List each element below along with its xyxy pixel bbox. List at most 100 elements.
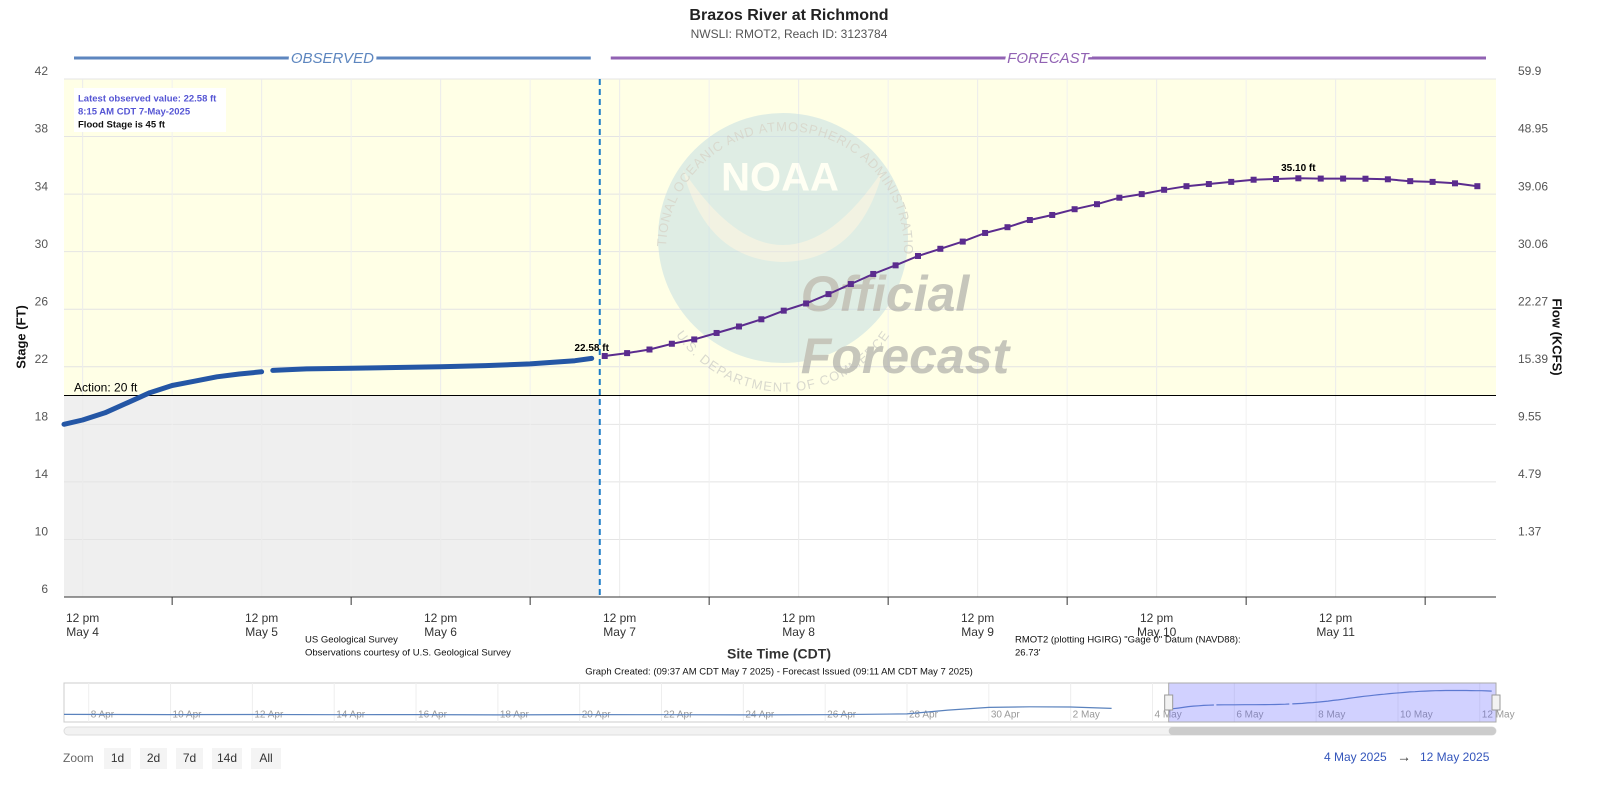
y2-tick-label: 22.27 [1518, 294, 1548, 308]
x-tick-label: 12 pm [961, 611, 994, 625]
forecast-marker [1384, 176, 1391, 183]
watermark-logo: NOAA [721, 156, 839, 200]
x-axis-title: Site Time (CDT) [727, 646, 831, 662]
forecast-marker [1340, 175, 1347, 182]
x-tick-label: 12 pm [1319, 611, 1352, 625]
zoom-button[interactable] [104, 748, 131, 769]
forecast-marker [758, 316, 765, 323]
y-tick-label: 22 [35, 352, 49, 366]
forecast-marker [668, 340, 675, 347]
y2-tick-label: 59.9 [1518, 64, 1542, 78]
x-tick-label: 12 pm [424, 611, 457, 625]
zoom-button[interactable] [140, 748, 167, 769]
x-tick-label: May 8 [782, 625, 815, 639]
y2-tick-label: 48.95 [1518, 122, 1548, 136]
y-tick-label: 26 [35, 294, 49, 308]
info-line: Flood Stage is 45 ft [78, 120, 166, 131]
zoom-button-label[interactable]: 2d [147, 751, 160, 765]
forecast-marker [1071, 206, 1078, 213]
navigator-label: 26 Apr [827, 710, 857, 721]
forecast-label: FORECAST [1007, 50, 1091, 67]
y2-tick-label: 15.39 [1518, 352, 1548, 366]
created-note: Graph Created: (09:37 AM CDT May 7 2025)… [585, 667, 973, 678]
zoom-button[interactable] [176, 748, 203, 769]
forecast-marker [1317, 175, 1324, 182]
x-tick-label: 12 pm [245, 611, 278, 625]
navigator-line [63, 706, 1112, 716]
scrollbar-thumb[interactable] [1168, 727, 1496, 735]
zoom-button-label[interactable]: 14d [217, 751, 237, 765]
forecast-marker [1026, 217, 1033, 224]
forecast-marker [1004, 224, 1011, 231]
y2-tick-label: 9.55 [1518, 410, 1542, 424]
navigator-label: 4 May [1154, 710, 1181, 721]
forecast-marker [780, 307, 787, 314]
credit: Observations courtesy of U.S. Geological… [305, 648, 511, 659]
navigator-handle[interactable] [1164, 694, 1174, 711]
forecast-marker [1161, 186, 1168, 193]
navigator-label: 30 Apr [991, 710, 1021, 721]
zoom-button[interactable] [212, 748, 242, 769]
y-tick-label: 14 [35, 467, 49, 481]
forecast-marker [1272, 176, 1279, 183]
navigator-line [1292, 689, 1492, 705]
forecast-marker [646, 346, 653, 353]
forecast-marker [914, 252, 921, 259]
x-tick-label: 12 pm [603, 611, 636, 625]
forecast-marker [982, 229, 989, 236]
y-tick-label: 34 [35, 179, 49, 193]
x-tick-label: May 9 [961, 625, 994, 639]
x-tick-label: 12 pm [782, 611, 815, 625]
y-tick-label: 38 [35, 122, 49, 136]
range-from: 4 May 2025 [1324, 750, 1387, 764]
x-tick-label: May 5 [245, 625, 278, 639]
forecast-marker [601, 352, 608, 359]
forecast-marker [1138, 191, 1145, 198]
x-tick-label: May 11 [1316, 625, 1355, 639]
y-tick-label: 18 [35, 410, 49, 424]
navigator-label: 6 May [1236, 710, 1263, 721]
forecast-marker [870, 270, 877, 277]
zoom-button[interactable] [251, 748, 281, 769]
forecast-marker [1049, 211, 1056, 218]
navigator-label: 8 May [1318, 710, 1345, 721]
navigator-label: 12 May [1482, 710, 1515, 721]
zoom-button-label[interactable]: 1d [111, 751, 124, 765]
forecast-marker [691, 336, 698, 343]
info-line: 8:15 AM CDT 7-May-2025 [78, 107, 191, 118]
forecast-marker [892, 262, 899, 269]
chart-subtitle: NWSLI: RMOT2, Reach ID: 3123784 [691, 27, 888, 41]
navigator-label: 28 Apr [909, 710, 939, 721]
forecast-marker [1183, 183, 1190, 190]
series-line [603, 177, 1479, 357]
navigator-label: 8 Apr [91, 710, 115, 721]
zoom-button-label[interactable]: All [259, 751, 272, 765]
forecast-marker [1228, 178, 1235, 185]
y-axis-title: Stage (FT) [13, 305, 28, 369]
x-tick-label: 12 pm [66, 611, 99, 625]
forecast-marker [937, 245, 944, 252]
forecast-marker [1205, 181, 1212, 188]
navigator-handle[interactable] [1491, 694, 1501, 711]
navigator-label: 10 May [1400, 710, 1433, 721]
zoom-button-label[interactable]: 7d [183, 751, 196, 765]
observed-below-band [64, 395, 600, 597]
forecast-marker [1407, 178, 1414, 185]
y-tick-label: 10 [35, 525, 49, 539]
y2-tick-label: 30.06 [1518, 237, 1548, 251]
x-tick-label: May 7 [603, 625, 636, 639]
chart-title: Brazos River at Richmond [689, 7, 888, 24]
x-tick-label: May 6 [424, 625, 457, 639]
data-label: 35.10 ft [1281, 163, 1316, 174]
range-arrow: → [1397, 749, 1411, 765]
y2-axis-title: Flow (KCFS) [1550, 298, 1565, 375]
forecast-marker [1451, 180, 1458, 187]
x-tick-label: May 4 [66, 625, 99, 639]
x-tick-label: May 10 [1137, 625, 1177, 639]
forecast-marker [1362, 175, 1369, 182]
forecast-marker [1429, 178, 1436, 185]
series-line [61, 355, 595, 427]
navigator-selection [1168, 682, 1497, 723]
watermark-gull [683, 170, 883, 262]
